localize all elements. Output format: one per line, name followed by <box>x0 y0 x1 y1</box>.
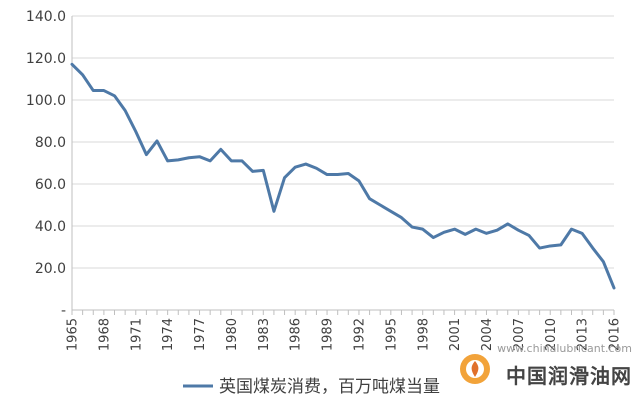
x-tick-label: 1968 <box>97 318 112 351</box>
x-tick-label: 1965 <box>66 318 81 351</box>
y-tick-label: 60.0 <box>35 177 66 193</box>
watermark-site-name: 中国润滑油网 <box>506 364 632 388</box>
x-tick-label: 1986 <box>289 318 304 351</box>
y-tick-label: 20.0 <box>35 261 66 277</box>
legend-label: 英国煤炭消费，百万吨煤当量 <box>219 377 440 397</box>
x-tick-label: 1974 <box>161 318 176 351</box>
x-tick-label: 2016 <box>608 318 623 351</box>
x-tick-label: 2007 <box>512 318 527 351</box>
x-tick-label: 1998 <box>416 318 431 351</box>
y-tick-label: 120.0 <box>26 51 66 67</box>
x-tick-label: 1983 <box>257 318 272 351</box>
x-tick-label: 2013 <box>576 318 591 351</box>
x-tick-label: 1989 <box>321 318 336 351</box>
x-tick-label: 2001 <box>448 318 463 351</box>
watermark: www.chinalubricant.com 中国润滑油网 <box>460 342 632 398</box>
y-tick-label: 100.0 <box>26 93 66 109</box>
x-tick-label: 2004 <box>480 318 495 351</box>
y-tick-label: 40.0 <box>35 219 66 235</box>
x-tick-label: 1992 <box>352 318 367 351</box>
y-tick-label: - <box>61 303 66 319</box>
x-tick-label: 1995 <box>384 318 399 351</box>
watermark-url: www.chinalubricant.com <box>497 342 632 355</box>
site-logo-icon <box>460 354 490 384</box>
y-tick-label: 80.0 <box>35 135 66 151</box>
y-tick-label: 140.0 <box>26 9 66 25</box>
x-tick-label: 1977 <box>193 318 208 351</box>
series-line <box>70 62 616 290</box>
x-tick-label: 2010 <box>544 318 559 351</box>
x-tick-label: 1980 <box>225 318 240 351</box>
x-tick-label: 1971 <box>129 318 144 351</box>
